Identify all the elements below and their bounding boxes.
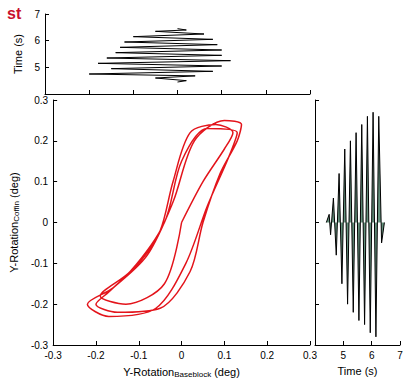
- svg-text:6: 6: [34, 35, 40, 46]
- svg-text:(deg): (deg): [8, 172, 20, 201]
- svg-text:Time (s): Time (s): [338, 365, 378, 377]
- svg-text:Coffin: Coffin: [12, 201, 21, 222]
- svg-text:-0.1: -0.1: [130, 350, 148, 361]
- svg-text:0.2: 0.2: [260, 350, 274, 361]
- svg-text:0: 0: [179, 350, 185, 361]
- svg-text:(deg): (deg): [211, 366, 240, 378]
- svg-text:0.2: 0.2: [34, 135, 48, 146]
- svg-text:Y-Rotation: Y-Rotation: [123, 366, 174, 378]
- svg-text:0: 0: [43, 217, 49, 228]
- svg-text:Y-Rotation: Y-Rotation: [8, 222, 20, 273]
- svg-text:7: 7: [397, 350, 403, 361]
- svg-text:7: 7: [34, 9, 40, 20]
- svg-text:0.3: 0.3: [303, 350, 317, 361]
- svg-text:-0.1: -0.1: [31, 258, 49, 269]
- svg-text:5: 5: [34, 62, 40, 73]
- svg-text:-0.3: -0.3: [45, 350, 63, 361]
- svg-text:Time (s): Time (s): [12, 34, 24, 74]
- svg-text:0.1: 0.1: [34, 176, 48, 187]
- svg-text:0.1: 0.1: [217, 350, 231, 361]
- svg-text:5: 5: [341, 350, 347, 361]
- svg-text:st: st: [7, 5, 22, 22]
- svg-text:0.3: 0.3: [34, 95, 48, 106]
- svg-text:-0.2: -0.2: [87, 350, 105, 361]
- svg-text:-0.3: -0.3: [30, 339, 49, 351]
- svg-text:6: 6: [369, 350, 375, 361]
- svg-text:Baseblock: Baseblock: [174, 370, 212, 379]
- svg-text:-0.2: -0.2: [31, 299, 49, 310]
